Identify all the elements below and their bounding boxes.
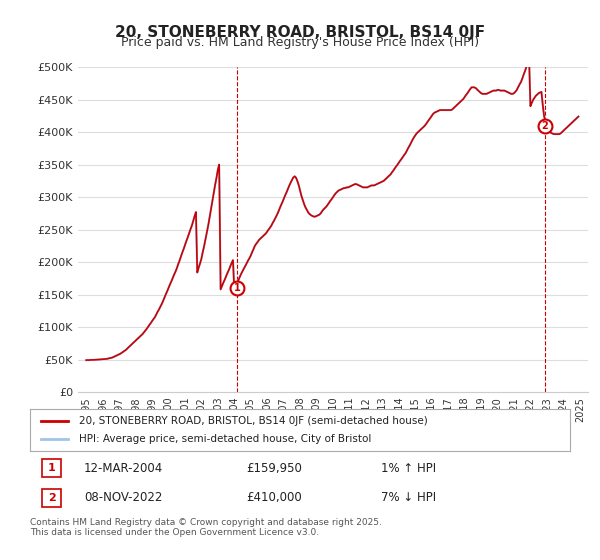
FancyBboxPatch shape — [42, 459, 61, 477]
Text: £410,000: £410,000 — [246, 491, 302, 504]
Text: 1% ↑ HPI: 1% ↑ HPI — [381, 462, 436, 475]
Text: 20, STONEBERRY ROAD, BRISTOL, BS14 0JF: 20, STONEBERRY ROAD, BRISTOL, BS14 0JF — [115, 25, 485, 40]
FancyBboxPatch shape — [42, 489, 61, 506]
Text: 12-MAR-2004: 12-MAR-2004 — [84, 462, 163, 475]
Text: 20, STONEBERRY ROAD, BRISTOL, BS14 0JF (semi-detached house): 20, STONEBERRY ROAD, BRISTOL, BS14 0JF (… — [79, 416, 427, 426]
Text: 1: 1 — [48, 463, 55, 473]
Text: 1: 1 — [234, 283, 241, 293]
Text: 7% ↓ HPI: 7% ↓ HPI — [381, 491, 436, 504]
Text: 2: 2 — [48, 493, 55, 503]
Text: Price paid vs. HM Land Registry's House Price Index (HPI): Price paid vs. HM Land Registry's House … — [121, 36, 479, 49]
Text: HPI: Average price, semi-detached house, City of Bristol: HPI: Average price, semi-detached house,… — [79, 434, 371, 444]
Text: Contains HM Land Registry data © Crown copyright and database right 2025.
This d: Contains HM Land Registry data © Crown c… — [30, 518, 382, 538]
Text: 08-NOV-2022: 08-NOV-2022 — [84, 491, 163, 504]
Text: £159,950: £159,950 — [246, 462, 302, 475]
Text: 2: 2 — [541, 120, 548, 130]
